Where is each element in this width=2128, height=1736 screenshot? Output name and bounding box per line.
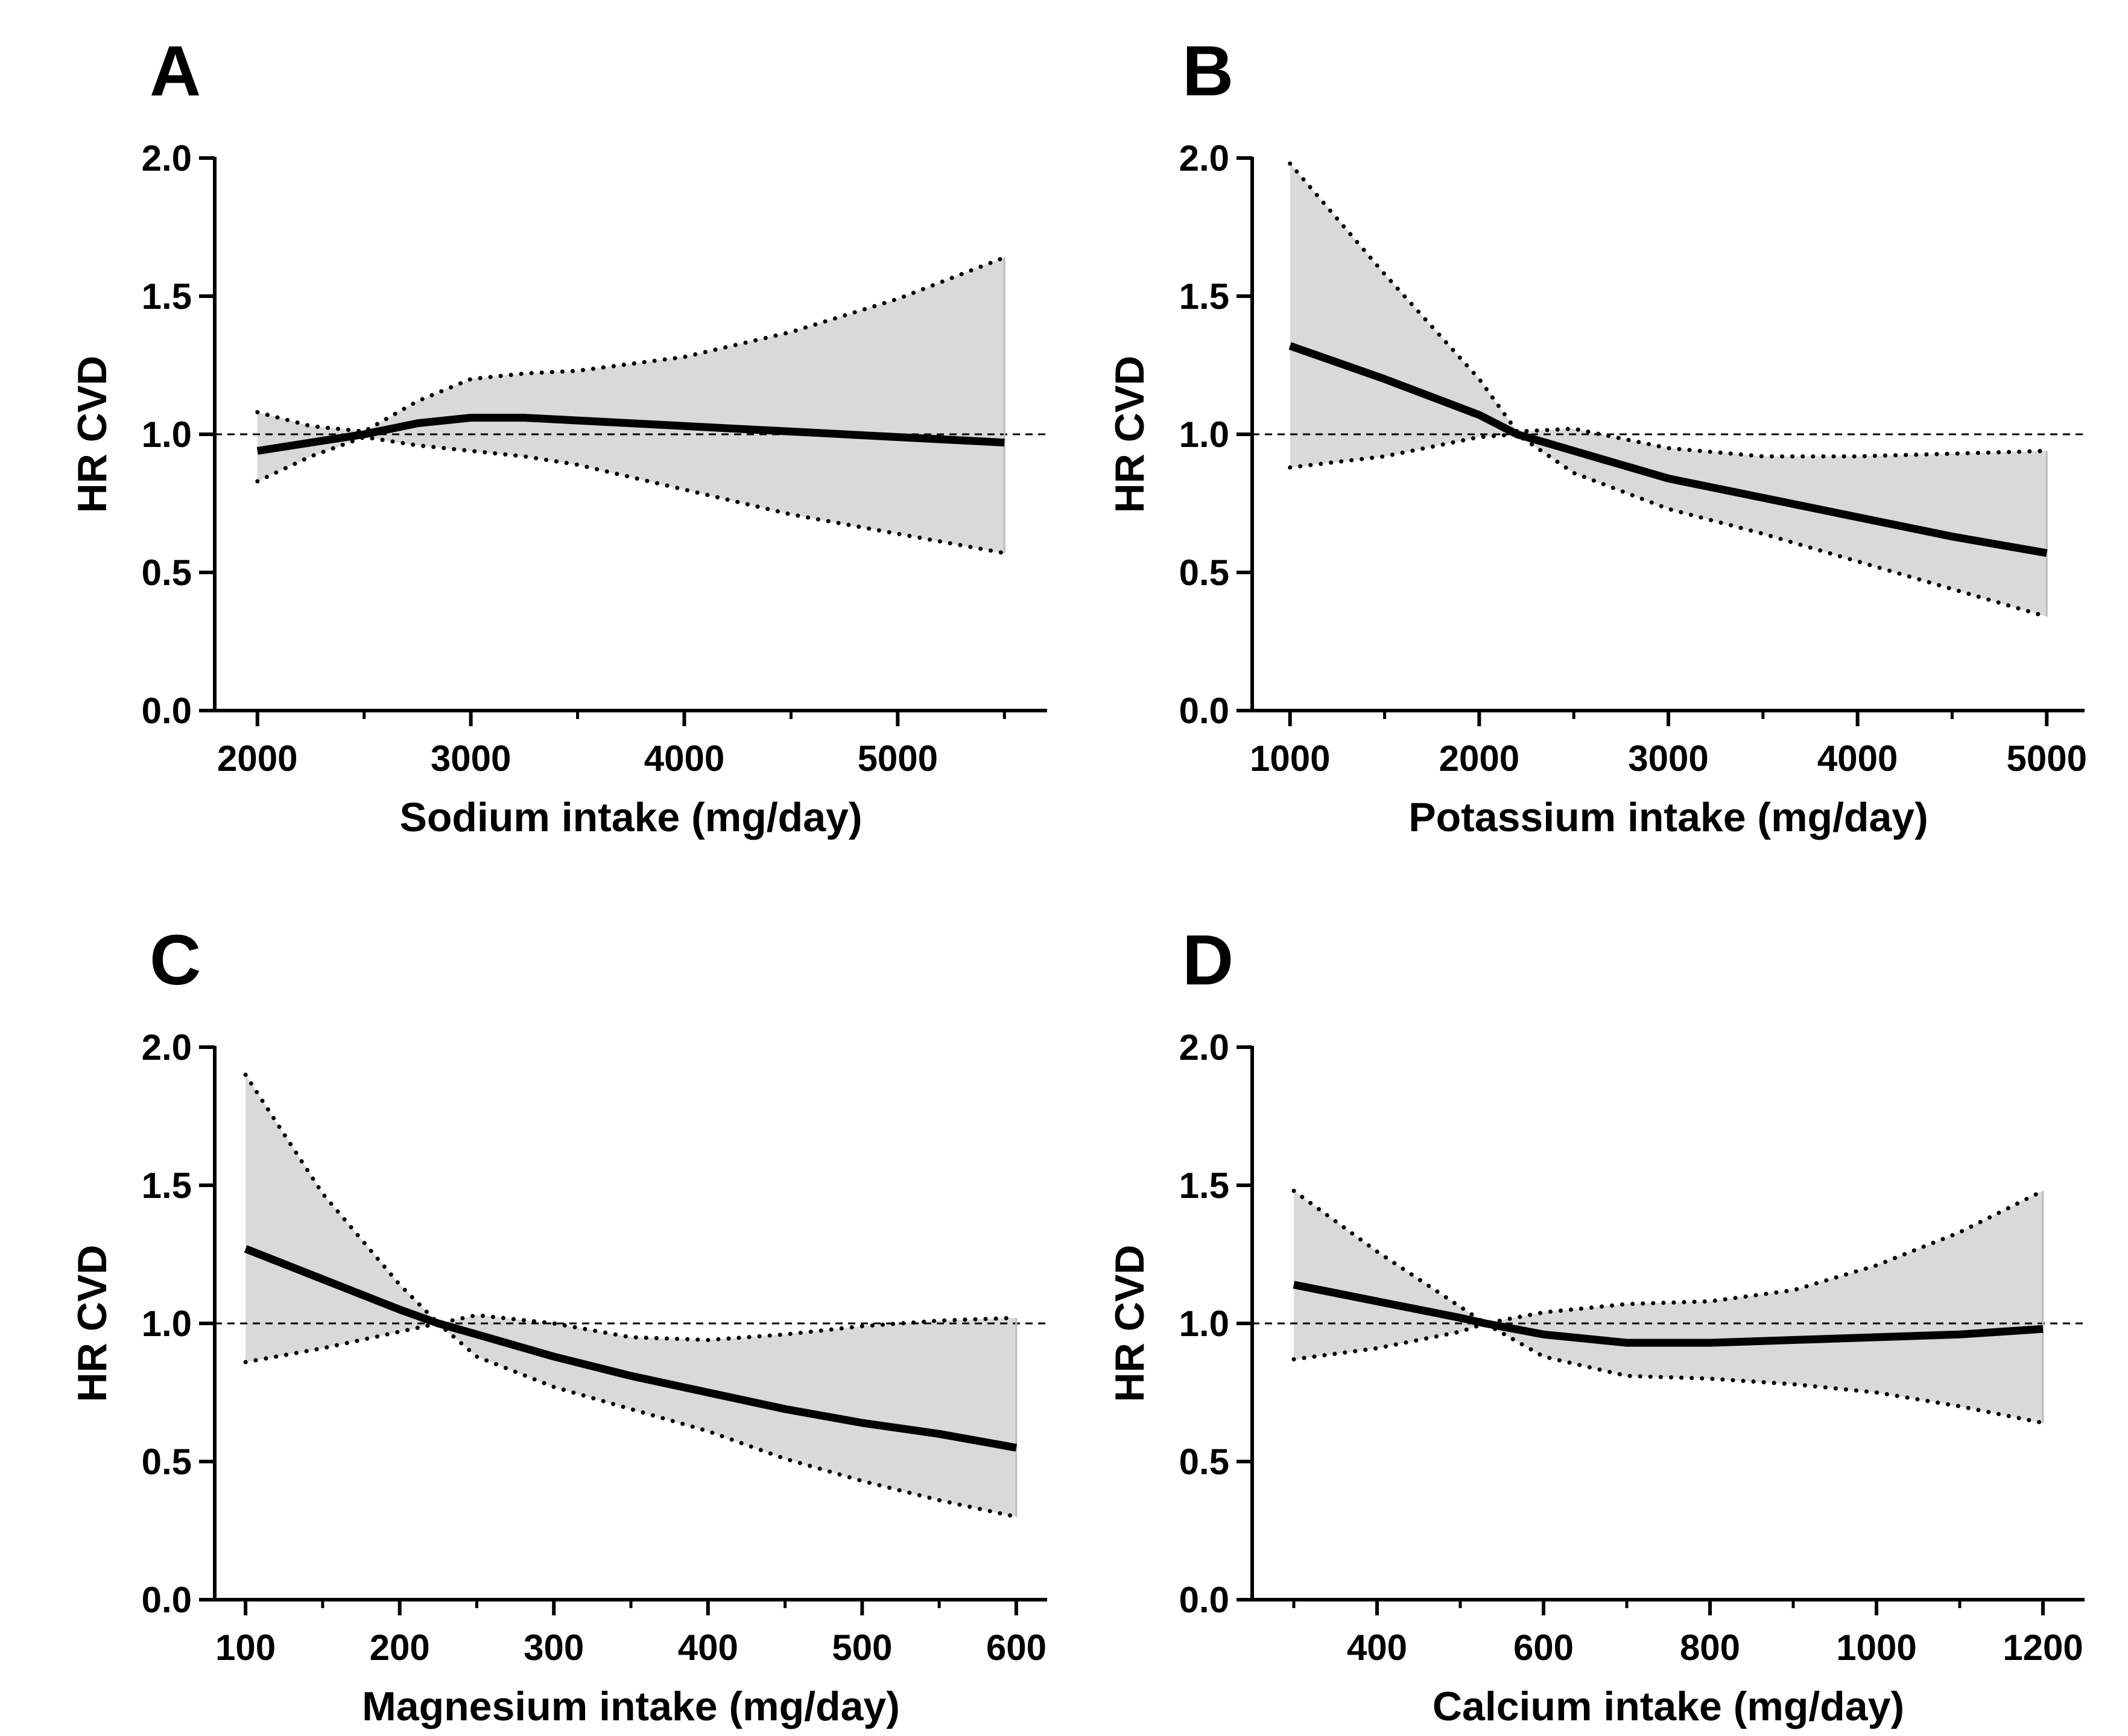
x-tick-label-a: 5000: [858, 738, 938, 779]
panel-b: B 0.0 0.5 1.0 1.5 2.0 1000 2000 3000 4000 5000 Pot…: [1107, 31, 2088, 840]
y-tick-label-b: 1.5: [1179, 276, 1229, 317]
x-tick-label-c: 600: [986, 1627, 1047, 1668]
y-tick-label-c: 2.0: [142, 1027, 192, 1068]
y-axis-title-c: HR CVD: [69, 1245, 115, 1402]
x-tick-label-a: 4000: [644, 738, 724, 779]
x-tick-label-d: 1200: [2003, 1627, 2083, 1668]
ci-band-d: [1294, 1191, 2043, 1423]
panel-a: A 0.0 0.5 1.0 1.5 2.0 2000 3000 4000 5000 Sodium …: [69, 31, 1051, 840]
estimate-line-d: [1293, 1281, 2044, 1347]
x-tick-label-d: 400: [1347, 1627, 1407, 1668]
y-tick-label-b: 1.0: [1179, 414, 1229, 455]
estimate-line-a: [256, 414, 1005, 455]
ci-lower-line-a: [255, 435, 1007, 556]
y-tick-label-b: 2.0: [1179, 138, 1229, 179]
x-axis-title-c: Magnesium intake (mg/day): [362, 1684, 900, 1729]
x-tick-label-b: 1000: [1250, 738, 1330, 779]
ci-lower-line-b: [1288, 432, 2049, 619]
estimate-line-b: [1288, 342, 2048, 557]
y-axis-title-b: HR CVD: [1107, 356, 1153, 513]
panel-d: D 0.0 0.5 1.0 1.5 2.0 400 600 800 1000 1200 Calciu…: [1107, 920, 2088, 1729]
y-tick-label-a: 0.0: [142, 691, 192, 731]
x-tick-label-b: 5000: [2007, 738, 2087, 779]
estimate-line-c: [244, 1245, 1018, 1452]
x-tick-label-c: 400: [678, 1627, 738, 1668]
y-axis-title-d: HR CVD: [1107, 1245, 1153, 1402]
x-tick-label-b: 2000: [1439, 738, 1519, 779]
ci-upper-line-b: [1288, 161, 2049, 459]
ci-upper-line-a: [255, 255, 1007, 434]
y-tick-label-d: 2.0: [1179, 1027, 1229, 1068]
y-tick-label-a: 0.5: [142, 553, 192, 593]
panel-letter-a: A: [150, 31, 201, 111]
y-tick-label-d: 1.0: [1179, 1304, 1229, 1344]
y-tick-label-a: 1.5: [142, 276, 192, 317]
ci-band-b: [1290, 163, 2047, 617]
panel-c: C 0.0 0.5 1.0 1.5 2.0 100 200 300 400 500 600 Magne…: [69, 920, 1051, 1729]
x-tick-label-d: 600: [1513, 1627, 1574, 1668]
y-axis-title-a: HR CVD: [69, 356, 115, 513]
x-tick-label-a: 3000: [431, 738, 511, 779]
panel-letter-c: C: [150, 920, 201, 1000]
x-tick-label-c: 300: [524, 1627, 584, 1668]
ci-band-a: [257, 257, 1005, 553]
y-tick-label-c: 0.0: [142, 1580, 192, 1620]
x-tick-label-a: 2000: [217, 738, 297, 779]
y-tick-label-b: 0.5: [1179, 553, 1229, 593]
x-axis-title-d: Calcium intake (mg/day): [1433, 1684, 1904, 1729]
y-tick-label-a: 1.0: [142, 414, 192, 455]
y-tick-label-c: 1.5: [142, 1165, 192, 1206]
ci-lower-line-c: [243, 1321, 1019, 1519]
x-tick-label-c: 500: [832, 1627, 892, 1668]
y-tick-label-b: 0.0: [1179, 691, 1229, 731]
ci-upper-line-d: [1291, 1188, 2045, 1326]
y-tick-label-a: 2.0: [142, 138, 192, 179]
y-tick-label-c: 1.0: [142, 1304, 192, 1344]
panel-letter-b: B: [1182, 31, 1233, 111]
ci-band-c: [245, 1074, 1016, 1517]
x-tick-label-d: 1000: [1836, 1627, 1916, 1668]
y-tick-label-d: 0.5: [1179, 1442, 1229, 1482]
x-tick-label-d: 800: [1680, 1627, 1740, 1668]
x-tick-label-c: 200: [370, 1627, 430, 1668]
panel-letter-d: D: [1182, 920, 1233, 1000]
x-tick-label-b: 4000: [1817, 738, 1898, 779]
y-tick-label-d: 0.0: [1179, 1580, 1229, 1620]
x-tick-label-b: 3000: [1628, 738, 1708, 779]
x-axis-title-b: Potassium intake (mg/day): [1408, 794, 1928, 840]
y-tick-label-d: 1.5: [1179, 1165, 1229, 1206]
y-tick-label-c: 0.5: [142, 1442, 192, 1482]
x-tick-label-c: 100: [215, 1627, 276, 1668]
x-axis-title-a: Sodium intake (mg/day): [400, 794, 863, 840]
